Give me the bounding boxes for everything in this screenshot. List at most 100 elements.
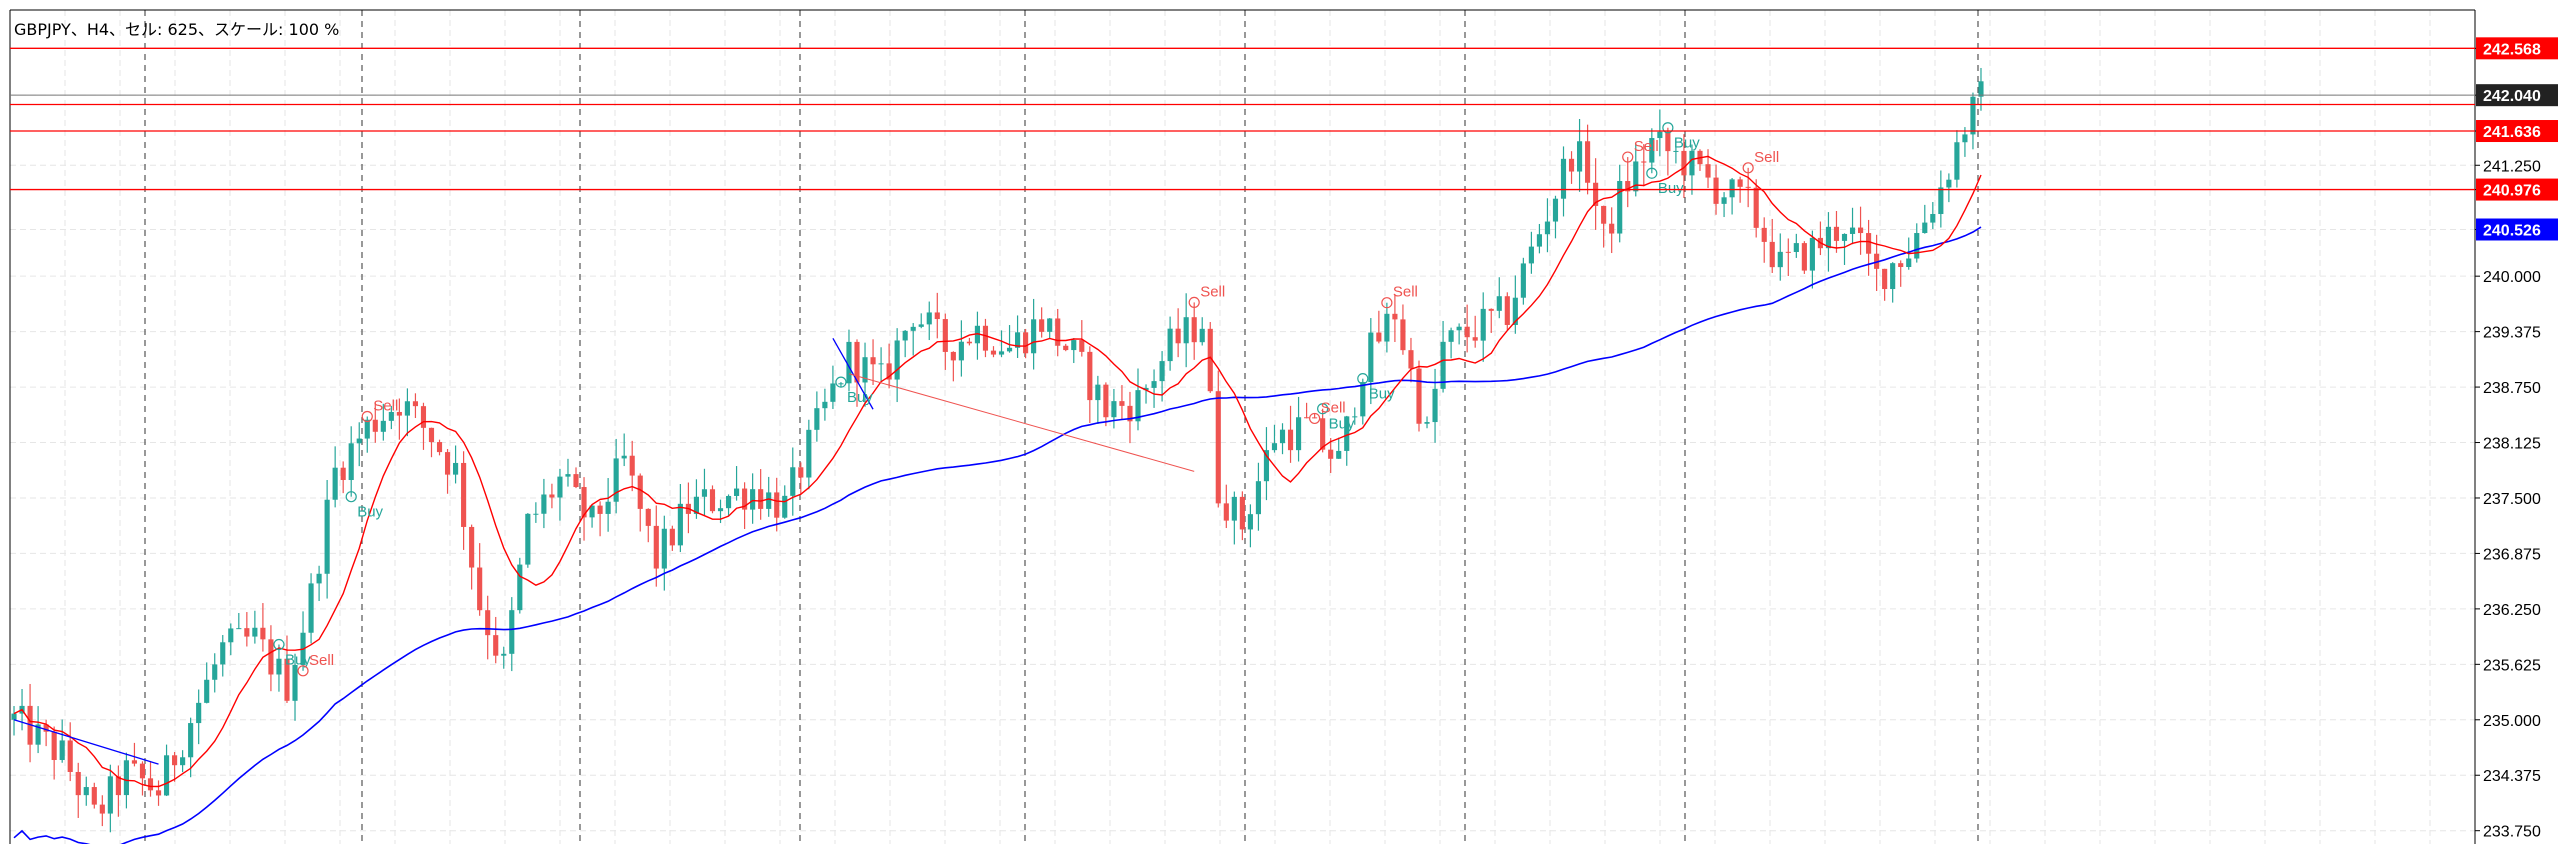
candle-body bbox=[1255, 481, 1261, 515]
candle-body bbox=[1793, 243, 1799, 252]
candle-body bbox=[1906, 258, 1912, 267]
candle-body bbox=[1978, 81, 1984, 97]
candle-body bbox=[91, 787, 97, 805]
candle-body bbox=[653, 525, 659, 569]
candle-body bbox=[356, 438, 362, 444]
candle-body bbox=[621, 455, 627, 459]
candle-body bbox=[693, 496, 700, 514]
candle-body bbox=[782, 495, 788, 518]
candle-body bbox=[549, 494, 555, 498]
candle-body bbox=[1199, 328, 1205, 343]
candle-body bbox=[1753, 187, 1759, 228]
candle-body bbox=[669, 528, 675, 546]
candle-body bbox=[854, 341, 860, 383]
candle-body bbox=[1111, 401, 1117, 418]
candle-body bbox=[172, 755, 178, 766]
candle-body bbox=[1593, 182, 1599, 206]
candle-body bbox=[308, 583, 314, 633]
candle-body bbox=[1464, 326, 1470, 338]
y-tick-label: 239.375 bbox=[2483, 325, 2541, 342]
candle-body bbox=[886, 363, 892, 380]
y-tick-label: 235.000 bbox=[2483, 713, 2541, 730]
y-tick-label: 233.750 bbox=[2483, 824, 2541, 841]
signal-marker bbox=[1188, 296, 1200, 309]
candle-body bbox=[942, 319, 948, 352]
candle-body bbox=[709, 489, 716, 512]
y-tick-label: 234.375 bbox=[2483, 768, 2541, 785]
candle-body bbox=[894, 340, 900, 380]
candle-body bbox=[1424, 422, 1430, 424]
candle-body bbox=[428, 427, 435, 443]
signal-marker bbox=[273, 638, 285, 651]
candle-body bbox=[565, 474, 571, 477]
candle-body bbox=[982, 325, 989, 351]
candle-body bbox=[1601, 205, 1607, 224]
candle-body bbox=[1809, 237, 1815, 271]
candle-body bbox=[1480, 308, 1486, 341]
candle-body bbox=[1657, 131, 1663, 139]
signal-marker bbox=[1662, 122, 1674, 134]
candle-body bbox=[1898, 263, 1904, 267]
price-box-label: 242.040 bbox=[2483, 88, 2541, 105]
candle-body bbox=[509, 610, 515, 654]
price-box bbox=[2476, 218, 2558, 241]
candle-body bbox=[139, 763, 146, 779]
candle-body bbox=[1328, 449, 1334, 459]
candle-body bbox=[1713, 177, 1719, 204]
candle-body bbox=[1665, 131, 1671, 152]
candle-body bbox=[1841, 233, 1848, 241]
signal-label: Buy bbox=[1674, 135, 1700, 152]
candle-body bbox=[1006, 347, 1013, 352]
candle-body bbox=[990, 350, 997, 355]
candle-body bbox=[966, 341, 972, 344]
candle-body bbox=[846, 341, 852, 384]
candle-body bbox=[1504, 296, 1510, 325]
candle-body bbox=[1239, 496, 1245, 530]
y-tick-label: 241.250 bbox=[2483, 158, 2541, 175]
candle-body bbox=[661, 528, 667, 569]
candle-body bbox=[501, 653, 507, 656]
candle-body bbox=[260, 627, 266, 640]
y-tick-label: 238.125 bbox=[2483, 436, 2541, 453]
candle-body bbox=[204, 679, 210, 703]
candle-body bbox=[420, 406, 427, 428]
candle-body bbox=[436, 442, 443, 453]
candle-body bbox=[1625, 181, 1631, 192]
candle-body bbox=[1681, 150, 1687, 176]
candle-body bbox=[1866, 233, 1872, 254]
candle-body bbox=[1472, 337, 1478, 341]
candle-body bbox=[163, 755, 170, 796]
candle-body bbox=[1312, 417, 1318, 419]
price-box bbox=[2476, 37, 2558, 60]
price-box-label: 240.526 bbox=[2483, 223, 2541, 240]
candle-body bbox=[364, 419, 370, 439]
candle-body bbox=[1039, 319, 1045, 332]
candle-body bbox=[1496, 296, 1502, 311]
signal-label: Sell bbox=[1754, 149, 1779, 166]
candle-body bbox=[1520, 263, 1526, 298]
signal-marker bbox=[1622, 151, 1634, 163]
candle-body bbox=[701, 489, 708, 497]
candle-body bbox=[1544, 221, 1551, 235]
candle-body bbox=[581, 487, 587, 518]
signal-label: Buy bbox=[1369, 386, 1395, 403]
y-tick-label: 237.500 bbox=[2483, 491, 2541, 508]
candle-body bbox=[1785, 251, 1791, 253]
candle-body bbox=[910, 326, 916, 331]
candle-body bbox=[878, 363, 884, 365]
candle-body bbox=[541, 494, 547, 514]
candle-body bbox=[1825, 226, 1832, 249]
candle-body bbox=[958, 341, 964, 361]
candle-body bbox=[902, 330, 908, 341]
candle-body bbox=[99, 804, 105, 814]
candle-body bbox=[1488, 308, 1494, 311]
candle-body bbox=[1761, 227, 1767, 242]
candle-body bbox=[1528, 246, 1534, 264]
candle-body bbox=[1376, 332, 1382, 342]
y-tick-label: 240.000 bbox=[2483, 269, 2541, 286]
signal-label: Buy bbox=[1658, 180, 1684, 197]
candle-body bbox=[1159, 361, 1165, 382]
candle-body bbox=[1320, 418, 1326, 450]
